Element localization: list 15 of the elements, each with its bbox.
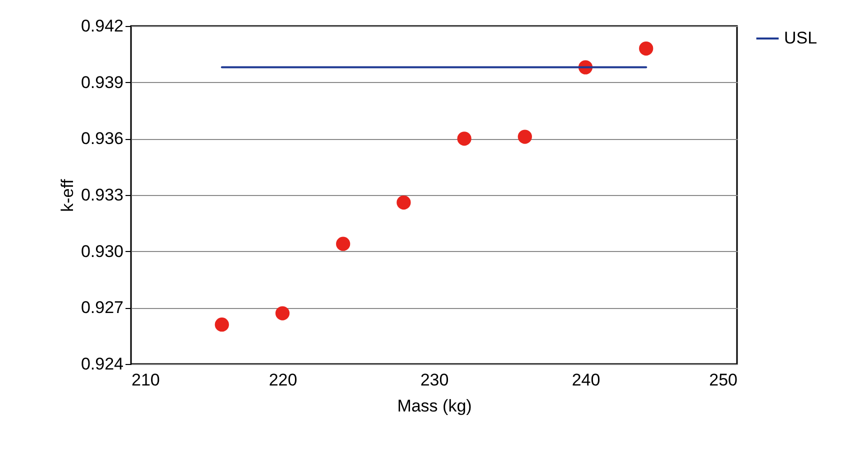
legend-label: USL xyxy=(784,28,818,48)
y-tick-label: 0.930 xyxy=(80,242,124,261)
x-tick-label: 210 xyxy=(132,370,160,390)
y-tick-label: 0.942 xyxy=(80,16,124,36)
y-tick-label: 0.936 xyxy=(80,129,124,148)
x-tick-label: 220 xyxy=(268,370,298,390)
y-tick-label: 0.927 xyxy=(80,298,124,318)
x-axis-title: Mass (kg) xyxy=(397,396,472,416)
x-tick-label: 230 xyxy=(420,370,449,390)
y-axis-title: k-eff xyxy=(58,178,77,212)
y-tick-label: 0.924 xyxy=(80,354,124,374)
x-tick-label: 240 xyxy=(572,370,600,390)
y-tick-label: 0.939 xyxy=(80,72,124,92)
y-tick-label: 0.933 xyxy=(80,186,124,204)
x-tick-label: 250 xyxy=(709,370,738,390)
